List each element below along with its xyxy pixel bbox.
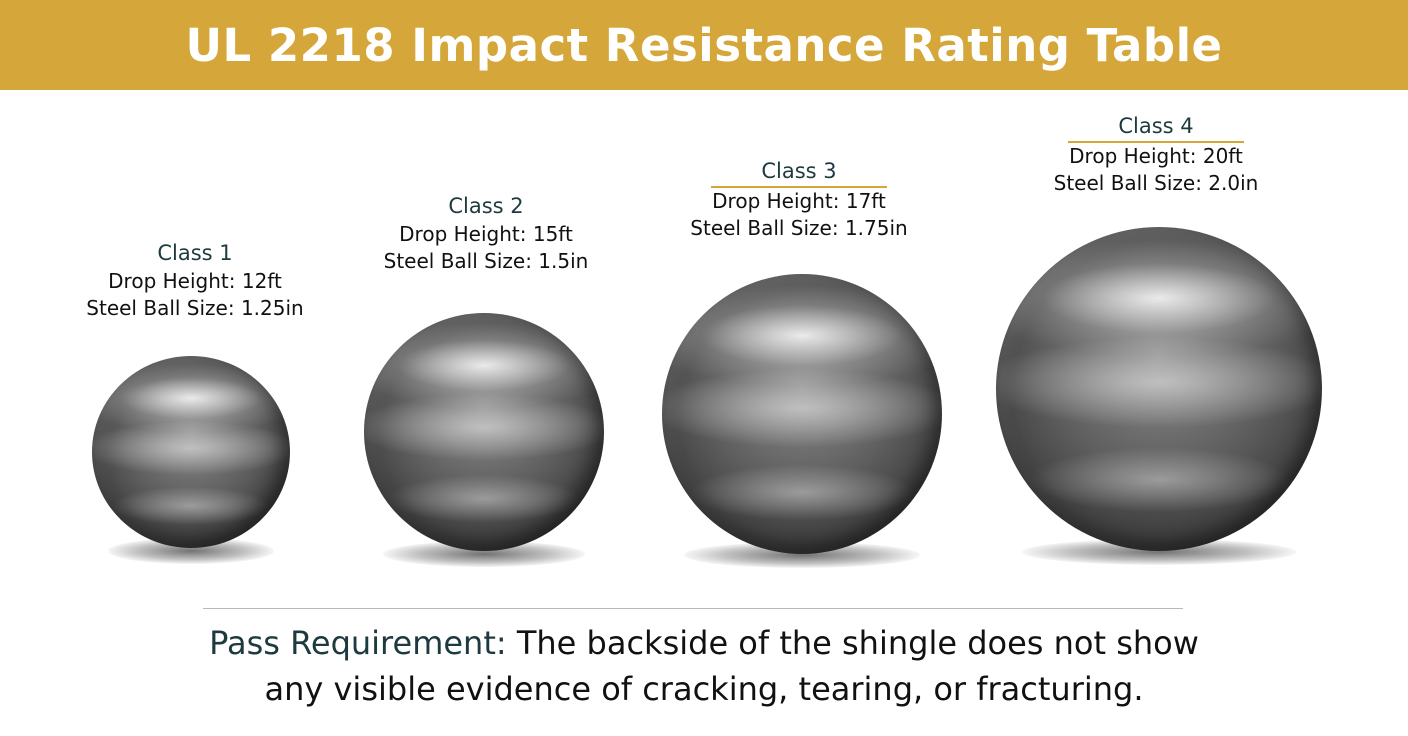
class-4-drop-height: Drop Height: 20ft (1069, 144, 1243, 168)
pass-requirement-label: Pass Requirement: (209, 624, 507, 662)
steel-ball-icon (662, 274, 942, 554)
class-4-name: Class 4 (1068, 113, 1244, 143)
class-1-label: Class 1 Drop Height: 12ft Steel Ball Siz… (70, 240, 320, 322)
class-4-ball-size: Steel Ball Size: 2.0in (1053, 171, 1259, 195)
class-3-ball-size: Steel Ball Size: 1.75in (690, 216, 908, 240)
divider-line (203, 608, 1183, 609)
class-3-label: Class 3 Drop Height: 17ft Steel Ball Siz… (669, 158, 929, 242)
class-1-ball (92, 356, 290, 564)
class-3-drop-height: Drop Height: 17ft (712, 189, 886, 213)
page-title: UL 2218 Impact Resistance Rating Table (185, 18, 1223, 72)
pass-requirement-line-2: any visible evidence of cracking, tearin… (264, 670, 1144, 708)
steel-ball-icon (996, 227, 1322, 551)
steel-ball-icon (92, 356, 290, 548)
class-2-name: Class 2 (448, 194, 524, 218)
pass-requirement-line-1: The backside of the shingle does not sho… (506, 624, 1199, 662)
class-3-ball (662, 274, 942, 568)
class-2-label: Class 2 Drop Height: 15ft Steel Ball Siz… (356, 193, 616, 275)
class-2-ball (364, 313, 604, 567)
steel-ball-icon (364, 313, 604, 551)
pass-requirement: Pass Requirement: The backside of the sh… (0, 620, 1408, 712)
class-2-ball-size: Steel Ball Size: 1.5in (383, 249, 589, 273)
class-2-drop-height: Drop Height: 15ft (399, 222, 573, 246)
class-4-ball (996, 227, 1322, 567)
class-1-name: Class 1 (157, 241, 233, 265)
class-4-label: Class 4 Drop Height: 20ft Steel Ball Siz… (1026, 113, 1286, 197)
class-3-name: Class 3 (711, 158, 887, 188)
class-1-drop-height: Drop Height: 12ft (108, 269, 282, 293)
title-banner: UL 2218 Impact Resistance Rating Table (0, 0, 1408, 90)
class-1-ball-size: Steel Ball Size: 1.25in (86, 296, 304, 320)
